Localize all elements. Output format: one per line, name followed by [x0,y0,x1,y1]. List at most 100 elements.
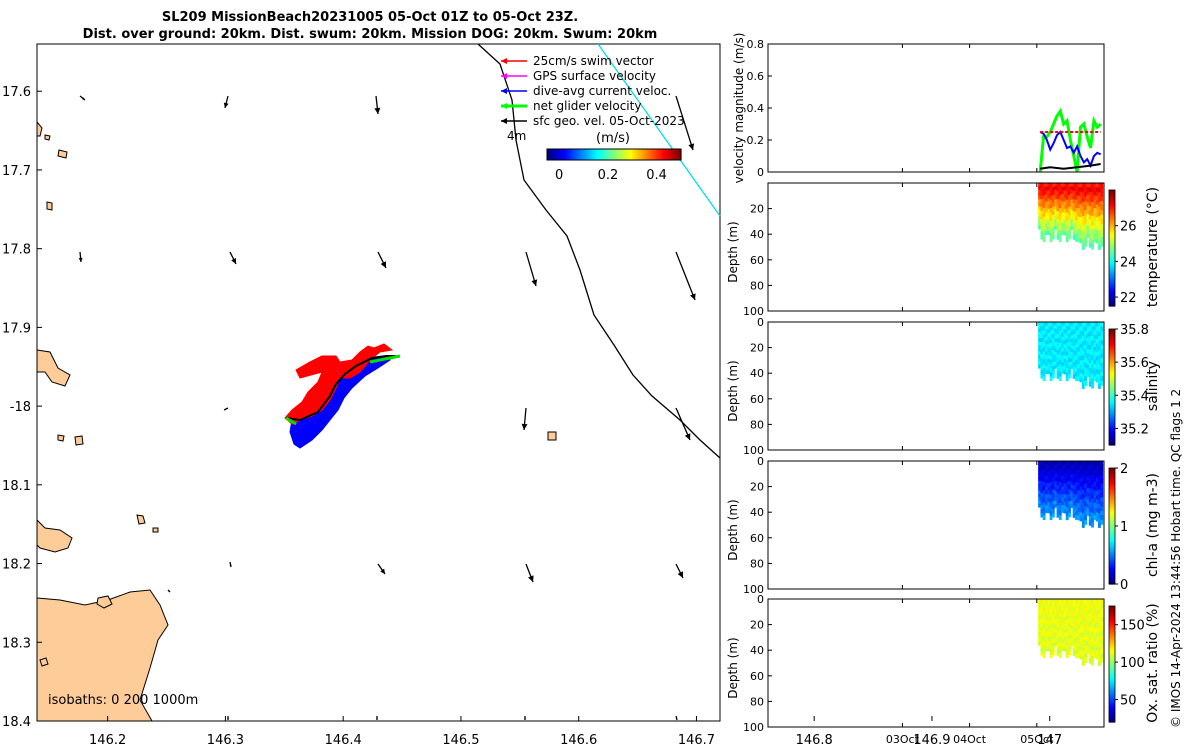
heatmap-cell [1070,365,1074,370]
heatmap-cell [1061,501,1064,506]
heatmap-cell [1095,208,1099,214]
heatmap-cell [1058,473,1062,479]
velocity-series [1040,163,1101,170]
heatmap-cell [1088,205,1092,212]
copyright-note: © IMOS 14-Apr-2024 13:44:56 Hobart time.… [1169,388,1183,728]
heatmap-cell [1040,195,1044,200]
heatmap-cell [1070,196,1074,201]
colorbar-segment [1109,563,1115,567]
heatmap-cell [1051,488,1055,494]
lat-tick-label: 17.7 [2,164,31,179]
colorbar-segment [1109,363,1115,367]
heatmap-cell [1068,214,1071,220]
heatmap-cell [1042,619,1046,625]
heatmap-cell [1098,364,1101,370]
heatmap-cell [1054,328,1058,333]
depth-tick-label: 20 [750,203,764,216]
heatmap-cell [1075,351,1078,356]
heatmap-cell [1072,354,1076,359]
legend-entry: net glider velocity [533,99,641,113]
heatmap-cell [1061,333,1064,338]
heatmap-cell [1063,366,1067,371]
heatmap-cell [1040,358,1044,363]
heatmap-cell [1056,195,1060,200]
heatmap-cell [1063,636,1067,641]
heatmap-cell [1072,330,1076,335]
heatmap-cell [1072,374,1076,379]
colorbar-segment [1109,551,1115,555]
heatmap-cell [1086,183,1090,188]
colorbar-segment [1109,301,1115,305]
heatmap-cell [1088,224,1092,230]
heatmap-cell [1095,343,1099,349]
heatmap-cell [1072,643,1076,648]
heatmap-cell [1049,224,1053,230]
heatmap-cell [1038,361,1041,366]
heatmap-cell [1042,502,1046,508]
heatmap-cell [1061,201,1064,206]
heatmap-cell [1086,229,1090,235]
heatmap-cell [1042,367,1046,373]
heatmap-cell [1051,484,1055,490]
heatmap-cell [1040,334,1044,339]
heatmap-cell [1098,517,1101,524]
heatmap-cell [1068,369,1071,375]
colorbar-label: Ox. sat. ratio (%) [1145,603,1161,722]
heatmap-cell [1042,338,1046,344]
heatmap-cell [1084,326,1088,332]
heatmap-cell [1061,227,1064,232]
heatmap-cell [1049,191,1053,197]
colorbar-segment [596,149,599,160]
colorbar-segment [1109,491,1115,495]
heatmap-cell [1081,192,1085,198]
heatmap-cell [1077,477,1081,483]
heatmap-cell [1088,599,1092,605]
heatmap-cell [1075,334,1078,340]
colorbar-segment [1109,217,1115,221]
heatmap-cell [1068,602,1071,608]
colorbar-segment [1109,398,1115,402]
heatmap-cell [1063,621,1067,626]
heatmap-cell [1068,638,1071,644]
heatmap-cell [1042,477,1046,483]
heatmap-cell [1081,235,1085,241]
heatmap-cell [1075,376,1078,381]
heatmap-cell [1038,618,1041,623]
heatmap-cell [1086,333,1090,339]
heatmap-cell [1063,329,1067,334]
heatmap-cell [1093,649,1097,654]
heatmap-cell [1072,187,1076,192]
heatmap-cell [1038,474,1041,478]
heatmap-cell [1040,231,1044,236]
colorbar-segment [1109,190,1115,193]
heatmap-cell [1042,481,1046,487]
heatmap-cell [1038,354,1041,359]
heatmap-cell [1063,613,1067,619]
heatmap-cell [1045,366,1048,371]
heatmap-cell [1079,238,1083,244]
heatmap-cell [1063,624,1067,630]
heatmap-cell [1079,616,1083,621]
heatmap-cell [1100,621,1104,627]
heatmap-cell [1077,599,1081,604]
colorbar-segment [1109,424,1115,428]
colorbar-segment [1109,431,1115,434]
heatmap-cell [1075,599,1078,604]
heatmap-cell [1049,640,1053,646]
heatmap-cell [1077,212,1081,218]
heatmap-cell [1100,340,1104,346]
heatmap-cell [1054,364,1058,369]
heatmap-cell [1063,351,1067,356]
heatmap-cell [1084,470,1088,476]
heatmap-cell [1054,500,1058,505]
colorbar-segment [1109,389,1115,393]
heatmap-cell [1049,342,1053,348]
heatmap-cell [1077,233,1081,239]
heatmap-cell [1075,632,1078,638]
heatmap-cell [1065,624,1069,629]
heatmap-cell [1049,645,1053,650]
depth-tick-label: 20 [750,481,764,494]
heatmap-cell [1058,212,1062,217]
colorbar-segment [1109,273,1115,277]
heatmap-cell [1075,644,1078,650]
